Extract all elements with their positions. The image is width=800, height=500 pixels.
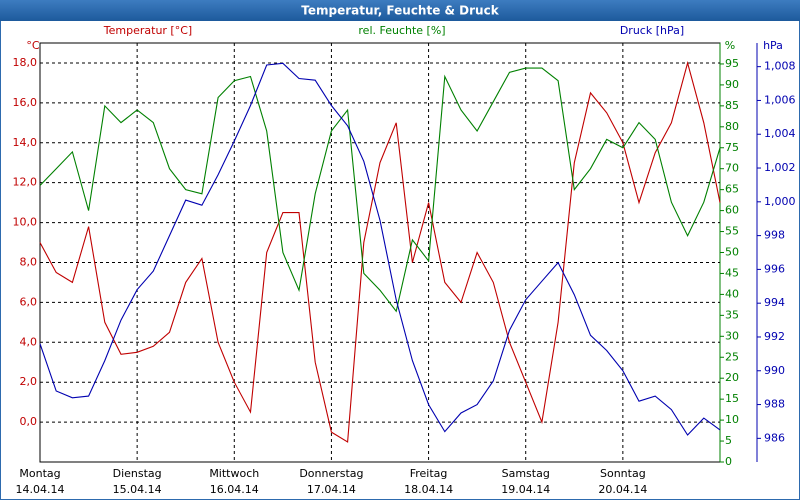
y-tick-label: 18,0	[13, 56, 38, 69]
x-tick-date: 19.04.14	[501, 483, 550, 496]
y-tick-label: 4,0	[20, 335, 38, 348]
y2-tick-label: 30	[725, 329, 739, 342]
y3-tick-label: 1,004	[764, 127, 796, 140]
y-tick-label: 12,0	[13, 176, 38, 189]
y-tick-label: 2,0	[20, 375, 38, 388]
y2-tick-label: 35	[725, 308, 739, 321]
y2-tick-label: 55	[725, 225, 739, 238]
x-tick-label: Montag	[19, 467, 60, 480]
y2-tick-label: 65	[725, 183, 739, 196]
y-tick-label: 14,0	[13, 136, 38, 149]
y3-tick-label: 1,000	[764, 195, 796, 208]
y3-axis-title: Druck [hPa]	[620, 24, 684, 37]
y3-tick-label: 986	[764, 431, 785, 444]
y3-tick-label: 994	[764, 296, 785, 309]
y3-tick-label: 988	[764, 398, 785, 411]
series-line	[39, 60, 721, 443]
x-tick-date: 20.04.14	[598, 483, 647, 496]
y2-tick-label: 60	[725, 204, 739, 217]
x-tick-label: Freitag	[410, 467, 448, 480]
y2-tick-label: 10	[725, 413, 739, 426]
title-bar	[0, 0, 800, 21]
series-line	[39, 67, 721, 313]
plot-area	[39, 42, 721, 463]
y2-tick-label: 85	[725, 99, 739, 112]
y-axis-title: Temperatur [°C]	[103, 24, 192, 37]
y-tick-label: 10,0	[13, 216, 38, 229]
x-tick-date: 14.04.14	[16, 483, 65, 496]
y3-tick-label: 996	[764, 262, 785, 275]
y2-tick-label: 90	[725, 78, 739, 91]
y2-tick-label: 70	[725, 162, 739, 175]
y2-tick-label: 5	[725, 434, 732, 447]
y-unit: °C	[26, 39, 40, 52]
y2-tick-label: 15	[725, 392, 739, 405]
y2-tick-label: 95	[725, 57, 739, 70]
y3-tick-label: 992	[764, 330, 785, 343]
y2-tick-label: 80	[725, 120, 739, 133]
y3-tick-label: 1,002	[764, 161, 796, 174]
x-tick-label: Sonntag	[600, 467, 646, 480]
x-tick-label: Donnerstag	[299, 467, 363, 480]
y3-tick-label: 990	[764, 364, 785, 377]
y2-tick-label: 75	[725, 141, 739, 154]
x-tick-date: 15.04.14	[113, 483, 162, 496]
y-tick-label: 0,0	[20, 415, 38, 428]
y2-tick-label: 20	[725, 371, 739, 384]
y3-tick-label: 998	[764, 229, 785, 242]
y2-axis-title: rel. Feuchte [%]	[358, 24, 445, 37]
y2-unit: %	[725, 39, 735, 52]
y3-tick-label: 1,006	[764, 93, 796, 106]
y3-tick-label: 1,008	[764, 60, 796, 73]
x-tick-label: Samstag	[502, 467, 550, 480]
x-tick-date: 18.04.14	[404, 483, 453, 496]
y2-tick-label: 45	[725, 266, 739, 279]
y2-tick-label: 50	[725, 246, 739, 259]
x-tick-date: 16.04.14	[210, 483, 259, 496]
chart-title: Temperatur, Feuchte & Druck	[301, 4, 499, 18]
y-tick-label: 8,0	[20, 255, 38, 268]
x-tick-date: 17.04.14	[307, 483, 356, 496]
y3-unit: hPa	[763, 39, 783, 52]
y-tick-label: 6,0	[20, 295, 38, 308]
y2-tick-label: 25	[725, 350, 739, 363]
x-tick-label: Mittwoch	[209, 467, 259, 480]
series-line	[39, 62, 721, 436]
y2-tick-label: 0	[725, 455, 732, 468]
x-tick-label: Dienstag	[113, 467, 162, 480]
y2-tick-label: 40	[725, 287, 739, 300]
y-tick-label: 16,0	[13, 96, 38, 109]
